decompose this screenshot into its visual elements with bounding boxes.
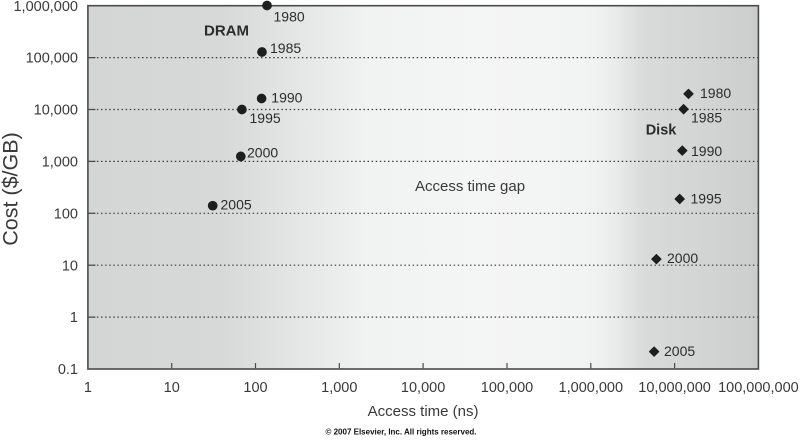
svg-text:10,000: 10,000 xyxy=(34,103,78,119)
svg-text:1,000: 1,000 xyxy=(321,380,357,396)
svg-text:1980: 1980 xyxy=(700,85,731,101)
svg-text:2005: 2005 xyxy=(221,197,252,213)
svg-text:2000: 2000 xyxy=(247,145,278,161)
svg-text:© 2007 Elsevier, Inc. All righ: © 2007 Elsevier, Inc. All rights reserve… xyxy=(325,428,476,437)
svg-text:1,000,000: 1,000,000 xyxy=(13,0,78,15)
svg-text:100,000: 100,000 xyxy=(481,380,533,396)
svg-text:1980: 1980 xyxy=(274,9,305,25)
svg-text:1995: 1995 xyxy=(250,110,281,126)
svg-text:0.1: 0.1 xyxy=(58,362,78,378)
svg-text:1985: 1985 xyxy=(691,110,722,126)
svg-text:100: 100 xyxy=(243,380,267,396)
svg-text:100: 100 xyxy=(54,206,78,222)
svg-text:10: 10 xyxy=(62,258,78,274)
svg-text:10,000: 10,000 xyxy=(401,380,445,396)
svg-text:2005: 2005 xyxy=(664,343,695,359)
svg-text:1,000: 1,000 xyxy=(42,155,78,171)
svg-text:1: 1 xyxy=(84,380,92,396)
svg-text:1,000,000: 1,000,000 xyxy=(559,380,624,396)
svg-text:1985: 1985 xyxy=(270,40,301,56)
svg-text:1990: 1990 xyxy=(271,89,302,105)
svg-text:10,000,000: 10,000,000 xyxy=(638,380,711,396)
svg-text:10: 10 xyxy=(164,380,180,396)
svg-text:100,000,000: 100,000,000 xyxy=(718,380,799,396)
svg-text:1995: 1995 xyxy=(691,190,722,206)
svg-text:1990: 1990 xyxy=(691,143,722,159)
svg-text:Access time gap: Access time gap xyxy=(415,178,525,195)
svg-text:100,000: 100,000 xyxy=(26,51,78,67)
svg-text:Disk: Disk xyxy=(646,123,678,139)
svg-text:Access time (ns): Access time (ns) xyxy=(368,403,479,420)
svg-text:2000: 2000 xyxy=(667,250,698,266)
svg-text:DRAM: DRAM xyxy=(204,22,249,39)
svg-text:Cost ($/GB): Cost ($/GB) xyxy=(0,132,23,246)
svg-text:1: 1 xyxy=(70,310,78,326)
